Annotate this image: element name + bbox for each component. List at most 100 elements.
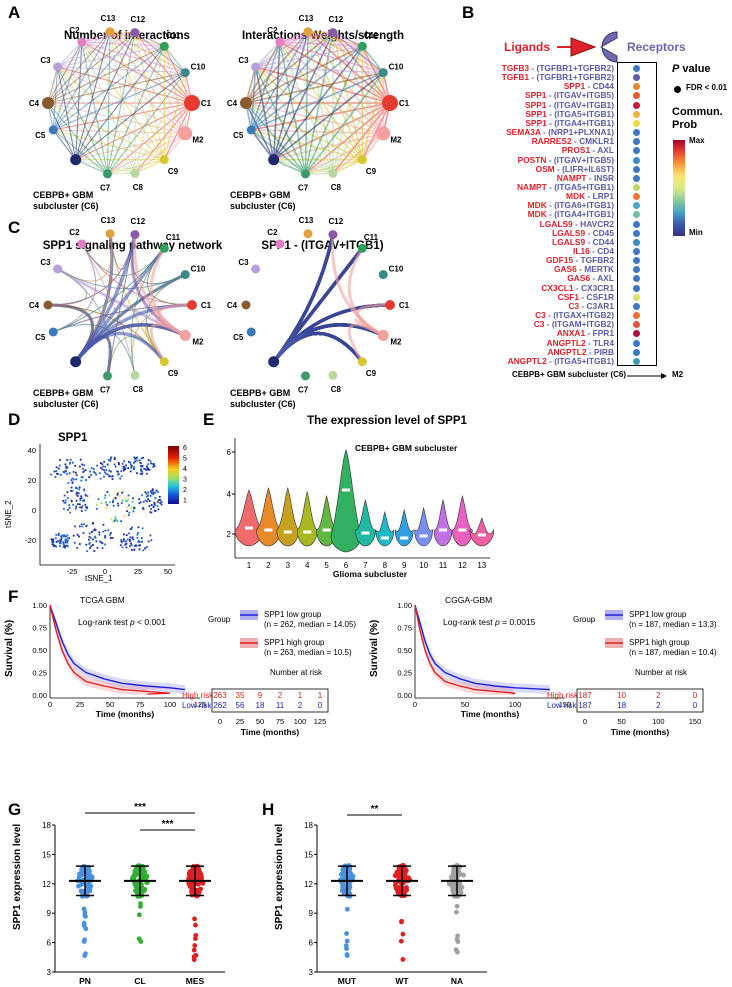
km-xtick: 25	[76, 700, 84, 709]
tsne-point	[81, 463, 84, 466]
tsne-point	[140, 473, 143, 476]
tsne-point	[78, 543, 81, 545]
tsne-point	[123, 515, 126, 518]
km-high-risk-label: High risk	[182, 691, 214, 700]
tsne-point	[141, 494, 143, 497]
ligand-name: NAMPT	[556, 172, 587, 183]
tsne-point	[129, 538, 131, 541]
tsne-point	[140, 457, 143, 460]
edge	[75, 41, 83, 160]
receptor-name: FPR1	[592, 328, 614, 339]
lr-pair-row: GAS6 - MERTK	[462, 264, 614, 274]
km-legend-high: SPP1 high group	[629, 638, 690, 647]
km-logrank-text: Log-rank test	[443, 617, 495, 627]
ligand-name: LGALS9	[552, 227, 586, 238]
tsne-point	[78, 525, 81, 528]
tsne-point	[90, 474, 93, 476]
tsne-point	[52, 545, 55, 547]
node-c11	[159, 41, 169, 51]
dot-xtick: NA	[451, 976, 463, 986]
km-title: CGGA-GBM	[445, 595, 492, 605]
node-label-c2: C2	[69, 26, 80, 35]
tsne-point	[64, 470, 67, 473]
receptor-name: (ITGAV+ITGB5)	[553, 154, 614, 165]
edge	[245, 45, 363, 104]
tsne-point	[50, 473, 53, 476]
lr-pair-dot	[633, 83, 640, 91]
edge	[134, 32, 165, 160]
tsne-point	[157, 490, 159, 493]
node-c11	[357, 41, 367, 51]
tsne-point	[106, 463, 109, 466]
tsne-point	[70, 500, 73, 503]
tsne-point	[81, 525, 84, 528]
tsne-point	[79, 499, 82, 502]
e-xtick: 9	[402, 561, 407, 570]
node-label-c9: C9	[168, 167, 179, 176]
node-label-m2: M2	[390, 135, 402, 144]
tsne-point	[81, 505, 84, 508]
pair-dash: -	[546, 181, 555, 192]
tsne-point	[100, 462, 102, 464]
tsne-point	[156, 500, 159, 503]
tsne-point	[124, 497, 127, 500]
node-c1	[184, 95, 200, 111]
receptor-name: CD45	[592, 227, 614, 238]
panel-label-c: C	[8, 218, 21, 237]
km-ytick: 0.00	[397, 691, 412, 700]
tsne-point	[96, 464, 99, 467]
tsne-point	[137, 526, 140, 529]
ligand-name: RARRES2	[531, 136, 572, 147]
dot-point	[400, 931, 406, 937]
tsne-point	[57, 473, 60, 475]
receptor-name: CD44	[592, 236, 614, 247]
edge	[134, 159, 165, 174]
tsne-point	[102, 530, 105, 533]
edge	[251, 129, 384, 135]
edge-m2	[347, 323, 384, 363]
lr-pair-list: TGFB3 - (TGFBR1+TGFBR2) TGFB1 - (TGFBR1+T…	[462, 63, 662, 366]
tsne-point	[52, 544, 55, 547]
tsne-point	[130, 507, 133, 509]
tsne-point	[85, 525, 88, 527]
pair-dash: -	[554, 163, 563, 174]
tsne-point	[114, 465, 117, 468]
edge	[361, 46, 385, 134]
tsne-point	[124, 468, 126, 471]
tsne-point	[104, 536, 106, 539]
edge	[272, 303, 391, 363]
pair-dash: -	[589, 246, 598, 256]
tsne-point	[141, 540, 143, 543]
lr-pair-dot	[633, 312, 640, 320]
edge	[305, 132, 384, 175]
ligand-name: MDK	[527, 200, 547, 211]
tsne-point	[129, 536, 132, 539]
edge	[254, 66, 307, 175]
tsne-point	[130, 463, 132, 466]
tsne-point	[149, 495, 152, 497]
tsne-point	[72, 470, 75, 473]
km-risk-xtick: 50	[256, 717, 264, 726]
tsne-point	[95, 540, 98, 543]
dot-ylabel: SPP1 expression level	[274, 824, 285, 930]
node-label-c10: C10	[191, 265, 206, 274]
tsne-point	[127, 494, 130, 497]
tsne-point	[66, 534, 69, 537]
edge	[109, 31, 186, 74]
tsne-point	[138, 541, 141, 543]
tsne-point	[101, 542, 104, 545]
edge	[47, 102, 77, 160]
edge	[272, 303, 391, 363]
e-xtick: 10	[419, 561, 428, 570]
tsne-point	[113, 496, 116, 499]
tsne-point	[128, 540, 131, 543]
edge	[134, 46, 165, 174]
ligand-name: ANXA1	[556, 328, 586, 339]
lr-pair-row: RARRES2 - CMKLR1	[462, 136, 614, 146]
e-xlabel: Glioma subcluster	[332, 569, 408, 579]
tsne-point	[63, 535, 65, 538]
lr-pair-row: NAMPT - INSR	[462, 173, 614, 183]
tsne-point	[72, 503, 75, 506]
violin-median	[245, 526, 253, 530]
dot-point	[191, 957, 197, 963]
